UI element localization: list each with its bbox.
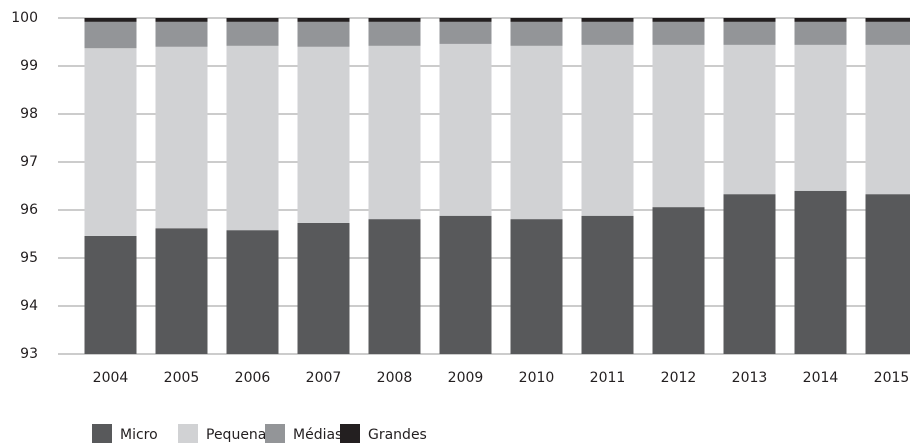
bar-segment	[723, 21, 776, 45]
x-tick-label: 2015	[874, 370, 910, 386]
bar-segment	[155, 46, 208, 229]
bar-segment	[794, 44, 847, 191]
bar-segment	[226, 45, 279, 231]
legend-swatch	[340, 424, 360, 443]
x-tick-label: 2011	[590, 370, 626, 386]
y-tick-label: 96	[20, 202, 38, 218]
bar-segment	[297, 46, 350, 223]
bar-segment	[84, 21, 137, 49]
bar-segment	[155, 228, 208, 354]
bar-segment	[297, 21, 350, 47]
x-tick-label: 2007	[306, 370, 342, 386]
y-tick-label: 94	[20, 298, 38, 314]
bar-segment	[368, 219, 421, 354]
bar-segment	[84, 48, 137, 236]
bar-segment	[368, 21, 421, 46]
bar-segment	[794, 190, 847, 354]
x-tick-label: 2006	[235, 370, 271, 386]
y-tick-label: 95	[20, 250, 38, 266]
bar-segment	[794, 21, 847, 45]
y-tick-label: 99	[20, 58, 38, 74]
bar-segment	[865, 194, 910, 354]
bar-segment	[439, 43, 492, 216]
y-tick-label: 98	[20, 106, 38, 122]
x-tick-label: 2009	[448, 370, 484, 386]
x-tick-label: 2010	[519, 370, 555, 386]
bar-segment	[510, 45, 563, 220]
y-tick-label: 100	[11, 10, 38, 26]
bar-segment	[368, 45, 421, 220]
bar-segment	[581, 215, 634, 354]
bar-segment	[226, 230, 279, 354]
bar-segment	[297, 222, 350, 354]
y-tick-label: 97	[20, 154, 38, 170]
x-tick-label: 2005	[164, 370, 200, 386]
bar-segment	[84, 235, 137, 354]
bar-segment	[439, 18, 492, 22]
legend-label: Grandes	[368, 427, 427, 443]
bar-segment	[368, 18, 421, 22]
bar-segment	[723, 44, 776, 195]
x-tick-label: 2012	[661, 370, 697, 386]
bar-segment	[581, 21, 634, 45]
bar-segment	[865, 18, 910, 22]
bar-segment	[84, 18, 137, 22]
legend-label: Médias	[293, 427, 342, 443]
bar-segment	[652, 207, 705, 354]
bar-segment	[723, 18, 776, 22]
bar-segment	[226, 21, 279, 46]
bar-segment	[510, 18, 563, 22]
bar-segment	[439, 21, 492, 44]
bar-segment	[439, 215, 492, 354]
legend-swatch	[178, 424, 198, 443]
legend-label: Pequenas	[206, 427, 274, 443]
x-tick-label: 2008	[377, 370, 413, 386]
x-tick-label: 2013	[732, 370, 768, 386]
bar-segment	[510, 219, 563, 354]
bar-segment	[723, 194, 776, 354]
bar-segment	[652, 21, 705, 45]
bar-segment	[865, 21, 910, 45]
bar-segment	[581, 18, 634, 22]
bar-segment	[794, 18, 847, 22]
bar-segment	[652, 44, 705, 208]
legend-swatch	[92, 424, 112, 443]
bar-segment	[155, 21, 208, 47]
bar-segment	[652, 18, 705, 22]
bar-segment	[226, 18, 279, 22]
bar-segment	[581, 44, 634, 216]
legend-swatch	[265, 424, 285, 443]
x-tick-label: 2004	[93, 370, 129, 386]
legend-label: Micro	[120, 427, 158, 443]
bar-segment	[510, 21, 563, 46]
bar-segment	[155, 18, 208, 22]
bar-segment	[297, 18, 350, 22]
x-tick-label: 2014	[803, 370, 839, 386]
y-tick-label: 93	[20, 346, 38, 362]
bar-segment	[865, 44, 910, 195]
